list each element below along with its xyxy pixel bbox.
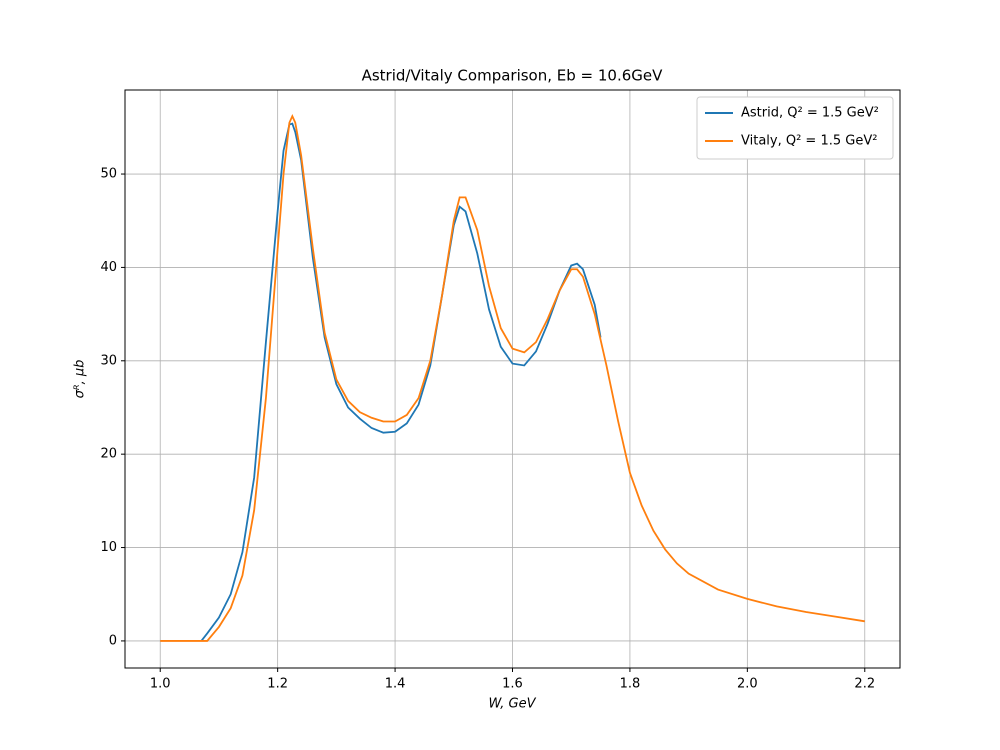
y-tick-label: 50 [100,167,117,182]
x-tick-label: 1.6 [502,677,523,692]
y-axis-label: σᴿ, μb [73,360,88,399]
x-tick-label: 1.4 [385,677,406,692]
y-tick-label: 0 [109,633,117,648]
chart-title: Astrid/Vitaly Comparison, Eb = 10.6GeV [362,67,664,85]
y-tick-label: 30 [100,353,117,368]
series-line [160,113,865,642]
x-tick-label: 2.2 [854,677,875,692]
plot-frame [124,89,901,669]
x-axis-label: W, GeV [488,697,536,712]
y-tick-label: 20 [100,447,117,462]
legend: Astrid, Q² = 1.5 GeV² Vitaly, Q² = 1.5 Ge… [696,96,894,160]
series-line [200,122,602,642]
y-tick-label: 10 [100,540,117,555]
y-tick-label: 40 [100,260,117,275]
x-tick-label: 2.0 [737,677,758,692]
x-tick-label: 1.0 [150,677,171,692]
x-tick-label: 1.8 [620,677,641,692]
legend-label: Astrid, Q² = 1.5 GeV² [741,106,879,121]
legend-label: Vitaly, Q² = 1.5 GeV² [741,134,877,149]
x-tick-label: 1.2 [267,677,288,692]
legend-box [696,96,894,160]
